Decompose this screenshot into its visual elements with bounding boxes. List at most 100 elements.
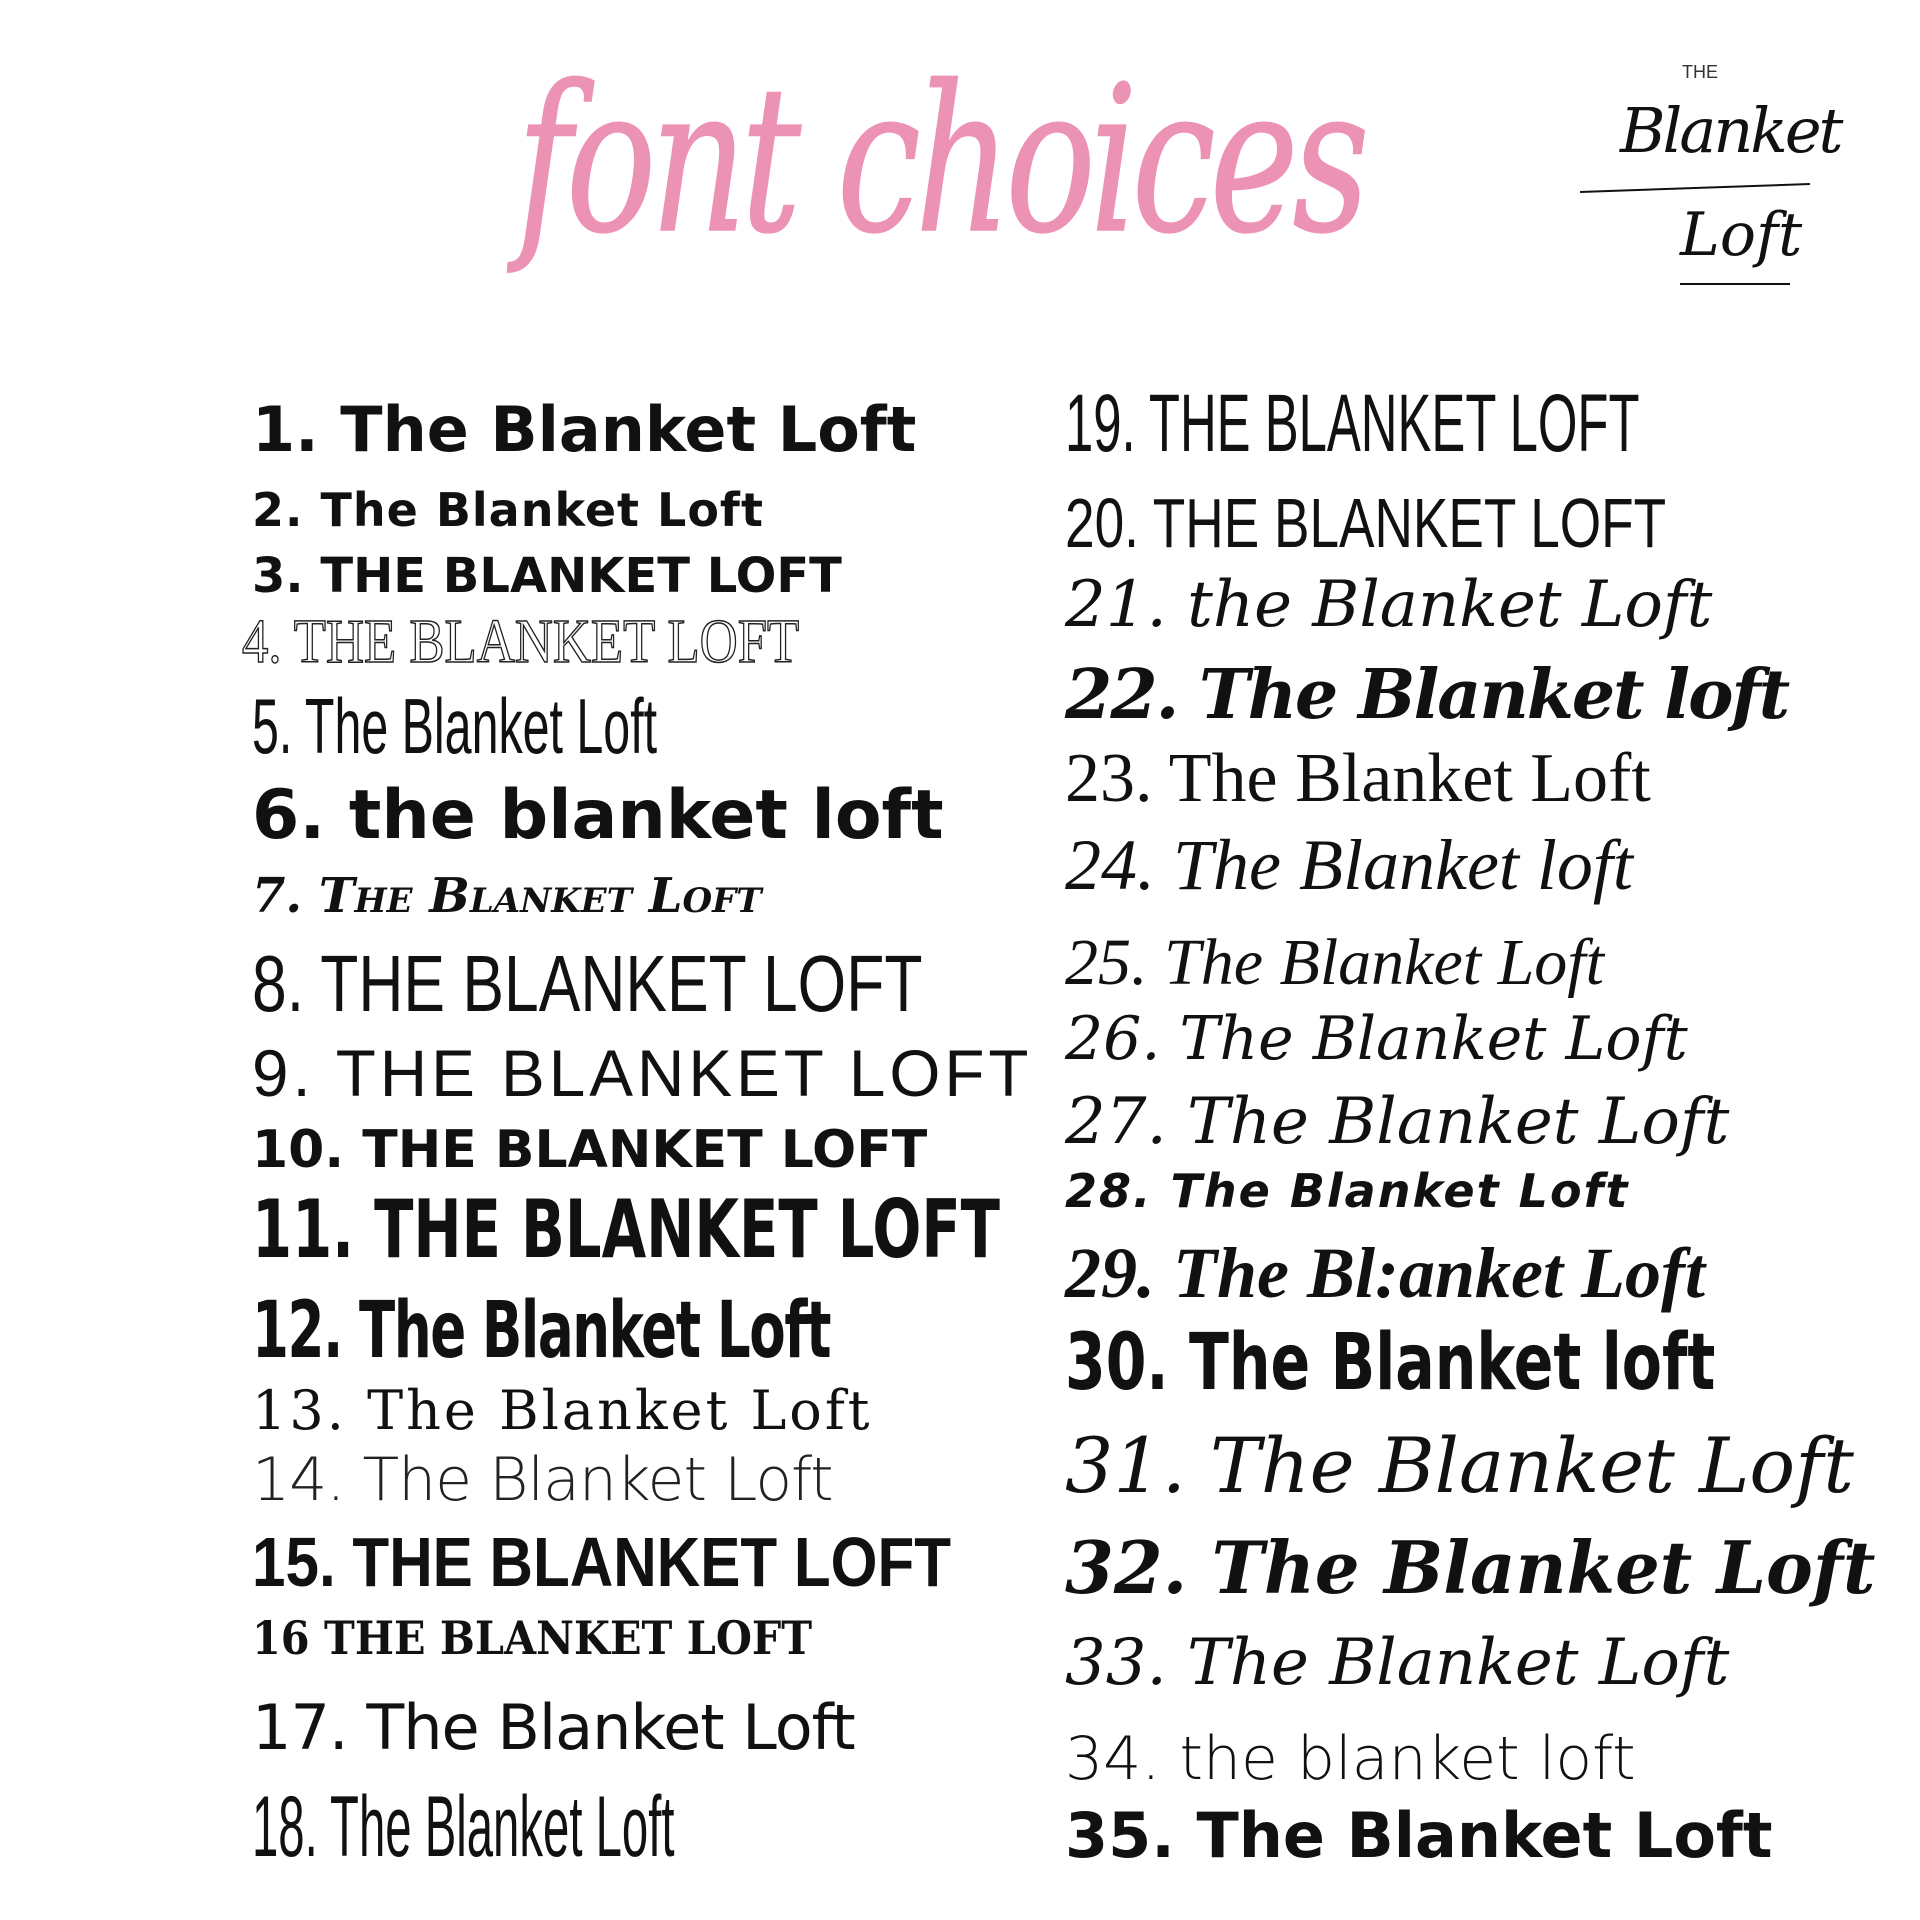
font-sample-30: 30. The Blanket loft (1065, 1324, 1715, 1402)
font-sample-32: 32. The Blanket Loft (1065, 1532, 1875, 1604)
font-number: 8. (252, 939, 305, 1028)
font-number: 20. (1065, 484, 1139, 562)
font-sample-text: The Bl:anket Loft (1173, 1233, 1705, 1313)
font-sample-text: THE BLANKET LOFT (1152, 484, 1667, 562)
font-sample-text: The Blanket Loft (318, 868, 762, 924)
font-sample-text: THE BLANKET LOFT (320, 939, 923, 1028)
font-number: 29. (1065, 1233, 1155, 1313)
page-title: font choices (516, 43, 1370, 279)
font-sample-29: 29. The Bl:anket Loft (1065, 1237, 1705, 1309)
font-number: 27. (1065, 1085, 1167, 1159)
font-number: 3. (252, 548, 304, 604)
font-sample-35: 35. The Blanket Loft (1065, 1805, 1773, 1867)
font-sample-24: 24. The Blanket loft (1065, 829, 1633, 901)
font-sample-10: 10. THE BLANKET LOFT (252, 1124, 927, 1176)
font-sample-26: 26. The Blanket Loft (1065, 1009, 1688, 1069)
font-sample-text: The Blanket Loft (1168, 740, 1651, 817)
font-number: 23. (1065, 740, 1153, 817)
font-number: 12. (252, 1286, 343, 1376)
font-sample-5: 5. The Blanket Loft (252, 687, 657, 765)
font-number: 30. (1065, 1318, 1169, 1408)
font-sample-3: 3. THE BLANKET LOFT (252, 552, 842, 600)
font-sample-27: 27. The Blanket Loft (1065, 1090, 1729, 1154)
font-number: 13. (252, 1379, 347, 1442)
font-sample-text: THE BLANKET LOFT (324, 1611, 813, 1665)
font-number: 26. (1065, 1004, 1161, 1074)
font-sample-text: The Blanket Loft (340, 393, 917, 466)
font-sample-18: 18. The Blanket Loft (252, 1784, 675, 1870)
logo-underline (1580, 182, 1810, 194)
font-number: 19. (1065, 378, 1136, 469)
font-sample-text: THE BLANKET LOFT (335, 1036, 1033, 1110)
font-number: 34. (1065, 1724, 1161, 1794)
font-sample-text: The Blanket Loft (1187, 1626, 1730, 1700)
font-sample-31: 31. The Blanket Loft (1065, 1428, 1854, 1504)
font-sample-17: 17. The Blanket Loft (252, 1697, 856, 1759)
font-number: 15. (252, 1523, 336, 1601)
logo-underline (1680, 283, 1790, 285)
font-number: 35. (1065, 1799, 1175, 1872)
font-sample-14: 14. The Blanket Loft (252, 1450, 834, 1510)
font-sample-text: The Blanket Loft (1187, 1085, 1730, 1159)
font-number: 14. (252, 1445, 345, 1515)
font-sample-text: The Blanket Loft (366, 1691, 855, 1764)
font-sample-text: The Blanket Loft (367, 1379, 873, 1442)
font-number: 17. (252, 1691, 349, 1764)
font-sample-text: The Blanket Loft (1170, 1164, 1630, 1218)
font-sample-8: 8. THE BLANKET LOFT (252, 944, 922, 1024)
font-sample-12: 12. The Blanket Loft (252, 1292, 831, 1370)
font-number: 25. (1065, 926, 1148, 999)
font-sample-21: 21. the Blanket Loft (1065, 573, 1712, 637)
font-sample-34: 34. the blanket loft (1065, 1729, 1636, 1789)
logo-the: THE (1682, 62, 1718, 82)
font-number: 16 (252, 1611, 310, 1665)
font-number: 9. (252, 1036, 315, 1110)
font-sample-33: 33. The Blanket Loft (1065, 1631, 1729, 1695)
font-sample-1: 1. The Blanket Loft (252, 399, 916, 461)
font-number: 2. (252, 483, 304, 537)
font-sample-text: The Blanket Loft (1196, 1799, 1773, 1872)
font-sample-2: 2. The Blanket Loft (252, 487, 764, 533)
font-number: 33. (1065, 1626, 1167, 1700)
font-sample-text: THE BLANKET LOFT (320, 548, 842, 604)
font-sample-text: THE BLANKET LOFT (1148, 378, 1640, 469)
font-sample-text: The Blanket loft (1199, 655, 1790, 735)
font-sample-text: The Blanket Loft (362, 1445, 834, 1515)
font-sample-15: 15. THE BLANKET LOFT (252, 1527, 951, 1597)
font-sample-text: THE BLANKET LOFT (374, 1183, 1000, 1276)
font-sample-text: THE BLANKET LOFT (362, 1120, 928, 1180)
font-number: 32. (1065, 1525, 1188, 1610)
font-sample-25: 25. The Blanket Loft (1065, 930, 1604, 996)
font-sample-text: The Blanket Loft (358, 1286, 831, 1376)
font-sample-text: The Blanket Loft (1211, 1525, 1876, 1610)
font-number: 28. (1065, 1164, 1153, 1218)
font-sample-11: 11. THE BLANKET LOFT (252, 1190, 1000, 1270)
font-sample-4: 4. THE BLANKET LOFT (241, 608, 800, 676)
font-number: 1. (252, 393, 319, 466)
font-number: 24. (1065, 825, 1155, 905)
font-number: 10. (252, 1120, 345, 1180)
logo-blanket: Blanket (1620, 94, 1843, 167)
font-sample-19: 19. THE BLANKET LOFT (1065, 383, 1640, 465)
font-sample-text: the Blanket Loft (1187, 568, 1713, 642)
font-number: 5. (252, 682, 293, 770)
font-sample-text: The Blanket Loft (1210, 1421, 1854, 1510)
font-number: 7. (252, 868, 303, 924)
font-number: 4. (241, 608, 282, 676)
font-sample-text: The Blanket loft (1173, 825, 1633, 905)
font-sample-20: 20. THE BLANKET LOFT (1065, 488, 1666, 558)
font-sample-text: THE BLANKET LOFT (293, 608, 800, 676)
font-sample-9: 9. THE BLANKET LOFT (252, 1040, 1032, 1106)
font-sample-text: The Blanket Loft (330, 1779, 675, 1875)
font-sample-22: 22. The Blanket loft (1065, 661, 1790, 729)
font-sample-13: 13. The Blanket Loft (252, 1384, 873, 1438)
font-sample-text: the blanket loft (348, 776, 944, 855)
font-number: 21. (1065, 568, 1167, 642)
logo-loft: Loft (1680, 200, 1803, 270)
font-sample-text: THE BLANKET LOFT (352, 1523, 952, 1601)
font-sample-16: 16 THE BLANKET LOFT (252, 1615, 812, 1661)
font-sample-text: the blanket loft (1179, 1724, 1636, 1794)
font-sample-text: The Blanket Loft (320, 483, 764, 537)
font-number: 11. (252, 1183, 355, 1276)
font-number: 31. (1065, 1421, 1186, 1510)
